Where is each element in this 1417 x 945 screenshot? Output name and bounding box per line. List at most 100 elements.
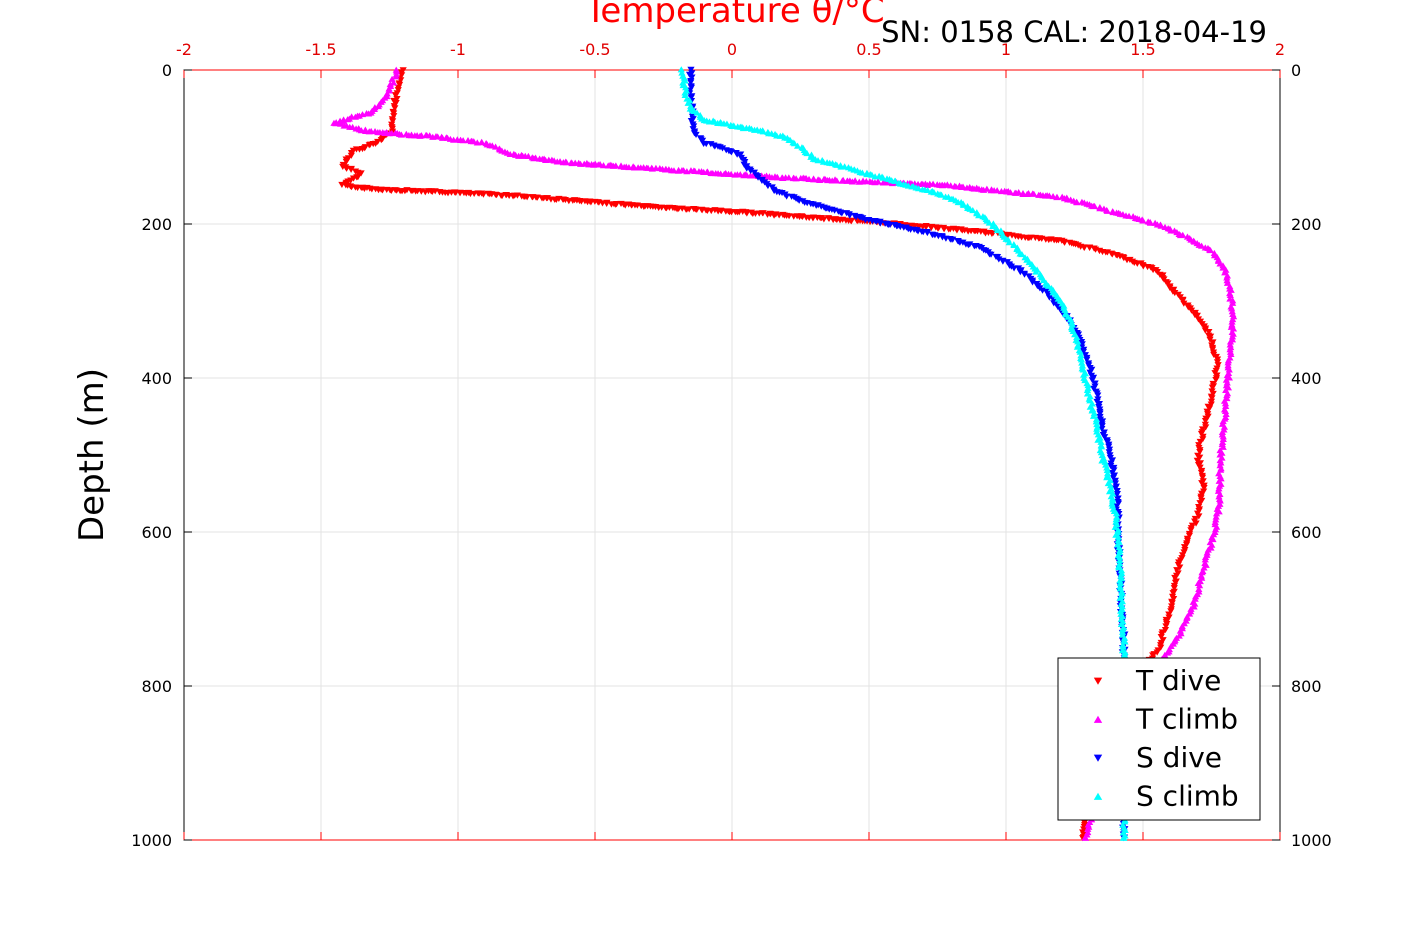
data-point <box>1223 274 1231 281</box>
data-point <box>1228 318 1236 325</box>
data-point <box>1222 410 1230 418</box>
data-point <box>1196 454 1204 461</box>
data-point <box>851 177 859 184</box>
data-point <box>959 201 968 208</box>
data-point <box>790 140 799 147</box>
data-point <box>1083 356 1091 363</box>
data-point <box>1084 825 1092 832</box>
data-point <box>688 74 696 81</box>
data-point <box>1219 443 1227 450</box>
data-point <box>1227 350 1235 358</box>
data-point <box>1171 579 1180 586</box>
data-point <box>1030 190 1038 197</box>
data-point <box>1015 189 1023 196</box>
series-t-dive <box>338 67 1222 842</box>
data-point <box>1010 265 1018 272</box>
data-point <box>1005 239 1013 246</box>
data-point <box>1018 250 1026 258</box>
data-point <box>1016 269 1024 276</box>
data-point <box>1226 291 1234 299</box>
data-point <box>1228 305 1236 312</box>
data-point <box>940 226 948 233</box>
data-point <box>1116 553 1124 560</box>
data-point <box>393 96 401 103</box>
data-point <box>1098 425 1106 433</box>
data-point <box>737 151 745 158</box>
data-point <box>1171 290 1179 297</box>
data-point <box>1168 600 1176 607</box>
data-point <box>1162 623 1170 630</box>
legend-marker <box>1093 754 1103 762</box>
data-point <box>531 154 540 161</box>
data-point <box>1195 582 1204 589</box>
data-point <box>1103 207 1111 214</box>
data-point <box>959 183 967 190</box>
data-point <box>685 206 693 213</box>
data-point <box>599 162 608 169</box>
data-point <box>1101 458 1109 465</box>
legend-label: T dive <box>1135 664 1221 697</box>
data-point <box>1083 386 1092 394</box>
data-point <box>702 141 710 148</box>
data-point <box>392 73 400 80</box>
data-point <box>953 227 961 234</box>
data-point <box>1080 244 1088 251</box>
data-point <box>1010 241 1018 248</box>
data-point <box>687 118 695 125</box>
data-point <box>1166 284 1174 291</box>
data-point <box>1216 497 1224 504</box>
data-point <box>1201 418 1210 425</box>
data-point <box>1114 495 1122 502</box>
y-tick-label-left: 1000 <box>131 831 172 850</box>
data-point <box>377 137 385 144</box>
data-point <box>1191 600 1199 607</box>
data-point <box>1179 231 1187 238</box>
data-point <box>1192 593 1200 600</box>
data-point <box>693 109 701 116</box>
data-point <box>723 120 731 127</box>
data-point <box>1190 603 1198 610</box>
data-point <box>1183 614 1191 621</box>
data-point <box>1006 189 1015 196</box>
data-point <box>1223 392 1231 399</box>
data-point <box>1215 493 1223 500</box>
data-point <box>1053 193 1061 200</box>
data-point <box>759 128 767 135</box>
data-markers <box>330 66 1238 842</box>
data-point <box>524 152 532 160</box>
data-point <box>891 177 899 184</box>
data-point <box>1196 448 1204 456</box>
data-point <box>839 176 847 183</box>
data-point <box>562 159 571 166</box>
data-point <box>362 110 371 117</box>
data-point <box>959 239 967 246</box>
data-point <box>793 142 802 149</box>
data-point <box>392 68 401 75</box>
data-point <box>1032 268 1040 275</box>
data-point <box>692 131 700 138</box>
data-point <box>1108 457 1117 464</box>
data-point <box>1169 590 1177 597</box>
data-point <box>391 105 399 112</box>
data-point <box>922 224 930 231</box>
data-point <box>1220 423 1229 430</box>
x-tick-label: -1 <box>450 40 466 59</box>
data-point <box>1089 412 1098 419</box>
data-point <box>1187 527 1195 534</box>
data-point <box>1196 464 1204 471</box>
data-point <box>1120 634 1129 641</box>
data-point <box>1196 500 1204 507</box>
y-tick-label-left: 600 <box>141 523 172 542</box>
data-point <box>1212 516 1220 523</box>
data-point <box>774 174 782 181</box>
data-point <box>1077 352 1085 359</box>
data-point <box>1215 482 1224 489</box>
data-point <box>1179 297 1187 304</box>
data-point <box>858 169 866 176</box>
data-point <box>1193 312 1201 319</box>
data-point <box>747 167 755 174</box>
data-point <box>1117 567 1126 574</box>
data-point <box>1198 569 1206 576</box>
data-point <box>1201 327 1209 334</box>
